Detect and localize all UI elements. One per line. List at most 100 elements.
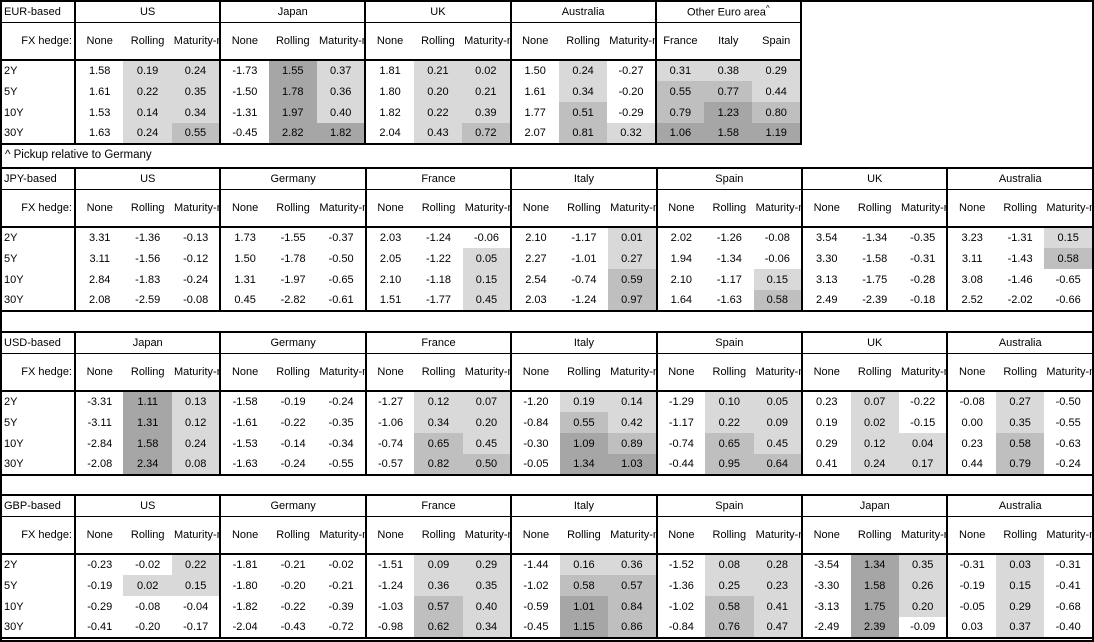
column-header: Rolling xyxy=(413,22,463,61)
value-cell: -1.24 xyxy=(571,294,597,306)
value-cell: 0.34 xyxy=(171,102,221,123)
value-cell: -0.08 xyxy=(183,294,209,306)
value-cell: -0.27 xyxy=(618,65,644,77)
value-cell: 1.61 xyxy=(509,81,559,102)
column-header: Maturity-matched xyxy=(608,353,657,392)
value-cell: -0.98 xyxy=(364,617,415,638)
value-cell: -0.19 xyxy=(73,575,124,596)
value-cell: -1.17 xyxy=(655,412,706,433)
value-cell: 0.80 xyxy=(752,102,801,123)
group-header-germany: Germany xyxy=(219,332,366,354)
column-header: None xyxy=(73,22,124,61)
jpy-based-table: JPY-based US Germany France Italy Spain UK Aust… xyxy=(0,167,1094,312)
value-cell: -0.59 xyxy=(510,596,560,617)
value-cell: -0.45 xyxy=(510,617,560,638)
value-cell: 1.82 xyxy=(364,102,414,123)
value-cell: 0.09 xyxy=(753,412,803,433)
value-cell: 0.00 xyxy=(946,412,996,433)
tenor-label: 30Y xyxy=(4,458,24,470)
value-cell: 0.32 xyxy=(607,123,656,144)
value-cell: 1.31 xyxy=(123,412,172,433)
column-header: None xyxy=(946,189,996,228)
value-cell: 0.39 xyxy=(462,102,511,123)
value-cell: 0.25 xyxy=(705,575,754,596)
value-cell: 0.20 xyxy=(462,412,512,433)
value-cell: -0.24 xyxy=(183,273,209,286)
value-cell: 0.02 xyxy=(462,60,511,81)
tenor-label: 5Y xyxy=(4,579,18,592)
value-cell: 1.19 xyxy=(752,123,801,144)
value-cell: -0.37 xyxy=(328,232,354,244)
value-cell: 0.24 xyxy=(850,454,899,475)
column-header: Maturity-matched xyxy=(608,189,657,228)
column-header: None xyxy=(73,353,124,392)
value-cell: -0.84 xyxy=(510,412,560,433)
value-cell: -0.39 xyxy=(328,600,354,613)
value-cell: 2.03 xyxy=(364,227,415,248)
column-header: Maturity-matched xyxy=(316,22,366,61)
column-header: Maturity-matched xyxy=(317,189,366,228)
value-cell: 0.58 xyxy=(995,433,1045,454)
value-cell: 0.05 xyxy=(753,391,803,412)
column-header: Rolling xyxy=(268,353,318,392)
value-cell: -1.56 xyxy=(135,252,161,265)
value-cell: -1.63 xyxy=(219,454,269,475)
column-header: None xyxy=(364,353,415,392)
column-header: Rolling xyxy=(705,353,754,392)
value-cell: 0.45 xyxy=(462,433,512,454)
group-header-uk: UK xyxy=(364,1,511,23)
value-cell: -1.26 xyxy=(716,232,742,244)
group-header-us: US xyxy=(73,495,221,517)
value-cell: 0.65 xyxy=(414,433,463,454)
value-cell: -0.66 xyxy=(1055,294,1081,306)
group-header-france: France xyxy=(364,495,512,517)
value-cell: -1.43 xyxy=(1007,252,1033,265)
value-cell: 1.34 xyxy=(850,554,899,575)
value-cell: -0.15 xyxy=(910,416,936,429)
group-header-australia: Australia xyxy=(946,332,1093,354)
value-cell: -0.74 xyxy=(655,433,706,454)
value-cell: -0.35 xyxy=(910,232,936,244)
column-header: Maturity-matched xyxy=(607,22,656,61)
value-cell: -1.18 xyxy=(425,273,452,286)
value-cell: 1.58 xyxy=(704,123,753,144)
value-cell: 0.19 xyxy=(123,60,172,81)
base-currency-label: GBP-based xyxy=(1,495,75,517)
value-cell: -1.58 xyxy=(862,252,888,265)
value-cell: -2.08 xyxy=(73,454,124,475)
group-header-australia: Australia xyxy=(946,168,1093,190)
value-cell: -1.17 xyxy=(571,232,597,244)
column-header: Rolling xyxy=(414,516,463,555)
tenor-label: 10Y xyxy=(4,437,24,450)
fx-hedge-label: FX hedge: xyxy=(1,189,75,228)
value-cell: 2.52 xyxy=(946,290,996,311)
value-cell: 1.09 xyxy=(559,433,609,454)
value-cell: 0.24 xyxy=(171,60,221,81)
value-cell: -1.82 xyxy=(219,596,269,617)
column-header: Maturity-matched xyxy=(462,22,511,61)
value-cell: -1.02 xyxy=(655,596,706,617)
value-cell: 0.76 xyxy=(705,617,754,638)
value-cell: 2.10 xyxy=(655,269,706,290)
tenor-label: 10Y xyxy=(4,106,24,119)
value-cell: -1.22 xyxy=(425,252,452,265)
column-header: Maturity-matched xyxy=(171,189,221,228)
column-header: Maturity-matched xyxy=(898,516,948,555)
value-cell: 2.54 xyxy=(510,269,560,290)
value-cell: 0.97 xyxy=(608,290,657,311)
value-cell: 0.08 xyxy=(705,554,754,575)
column-header: None xyxy=(510,516,560,555)
value-cell: -0.20 xyxy=(280,579,306,592)
value-cell: -0.41 xyxy=(73,617,124,638)
value-cell: -0.50 xyxy=(328,252,354,265)
value-cell: -1.03 xyxy=(364,596,415,617)
tenor-label: 30Y xyxy=(4,127,24,139)
value-cell: 0.26 xyxy=(898,575,948,596)
value-cell: 0.36 xyxy=(608,554,657,575)
value-cell: -3.31 xyxy=(73,391,124,412)
group-header-italy: Italy xyxy=(510,332,657,354)
tenor-label: 30Y xyxy=(4,621,24,633)
column-header: Maturity-matched xyxy=(1044,189,1093,228)
group-header-france: France xyxy=(364,168,512,190)
value-cell: -0.18 xyxy=(910,294,936,306)
